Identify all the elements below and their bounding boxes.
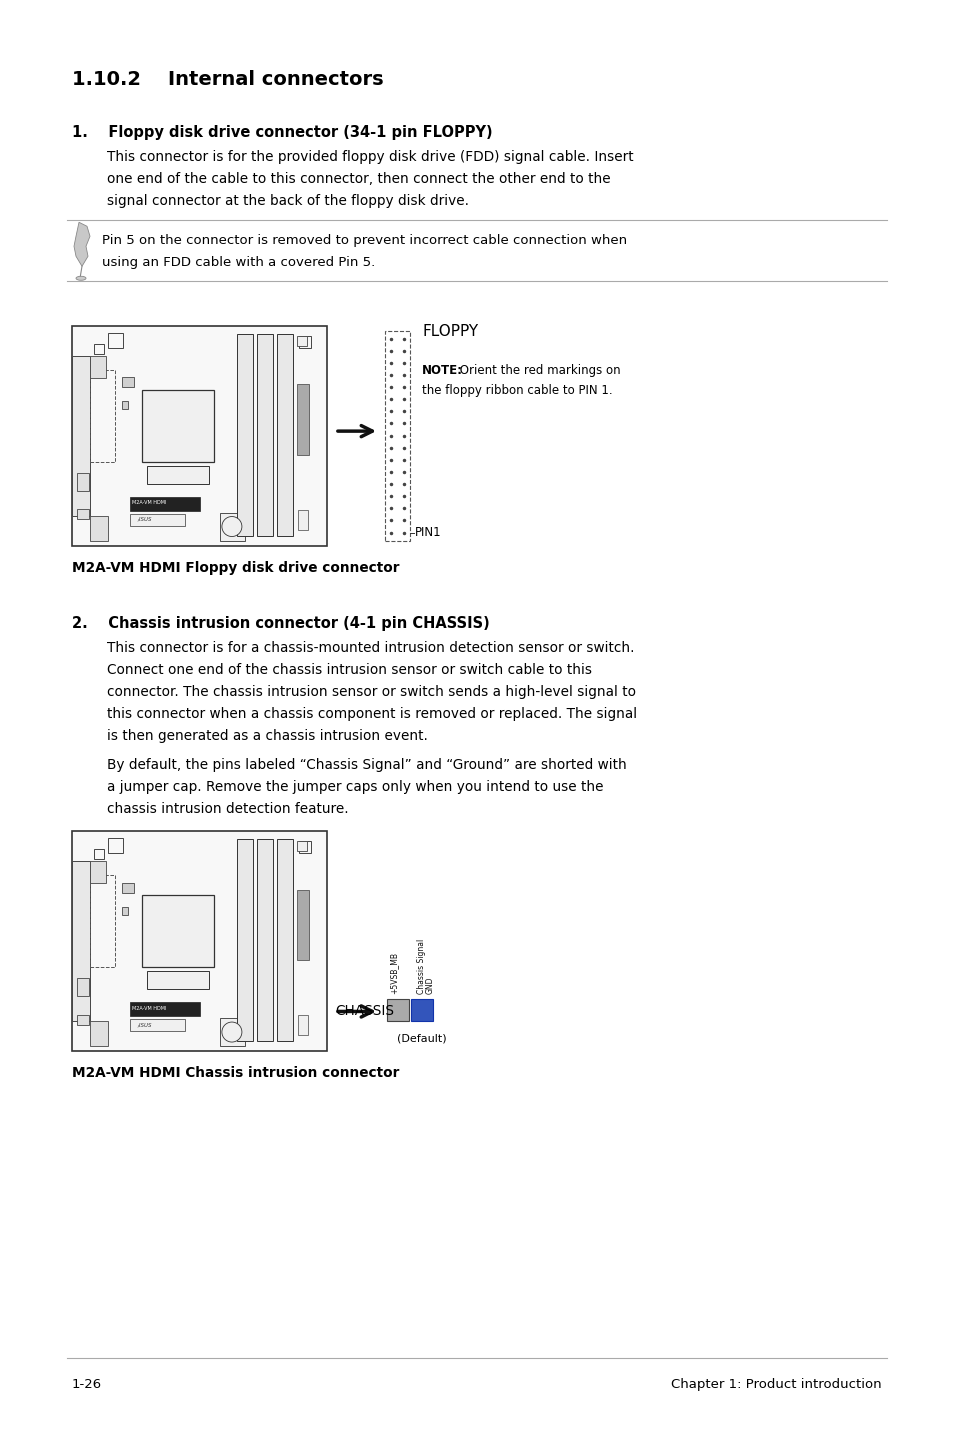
Bar [130,513,185,525]
Text: using an FDD cable with a covered Pin 5.: using an FDD cable with a covered Pin 5. [102,256,375,269]
Bar [130,1002,200,1017]
Text: signal connector at the back of the floppy disk drive.: signal connector at the back of the flop… [107,194,469,209]
Bar [411,999,433,1021]
Text: /ISUS: /ISUS [137,516,152,522]
Bar [236,838,253,1041]
Text: CHASSIS: CHASSIS [335,1005,394,1018]
Text: one end of the cable to this connector, then connect the other end to the: one end of the cable to this connector, … [107,173,610,186]
Bar [122,377,133,387]
Bar [90,370,115,462]
Ellipse shape [76,276,86,280]
Bar [387,999,409,1021]
Text: a jumper cap. Remove the jumper caps only when you intend to use the: a jumper cap. Remove the jumper caps onl… [107,781,603,794]
Bar [108,332,123,348]
Text: M2A-VM HDMI: M2A-VM HDMI [132,1005,167,1011]
Bar [296,384,309,454]
Bar [236,334,253,535]
Text: 2.    Chassis intrusion connector (4-1 pin CHASSIS): 2. Chassis intrusion connector (4-1 pin … [71,615,489,630]
Bar [142,390,213,462]
Text: M2A-VM HDMI Floppy disk drive connector: M2A-VM HDMI Floppy disk drive connector [71,561,399,575]
Bar [90,861,106,883]
Bar [147,466,209,485]
Bar [122,883,133,893]
Bar [130,1020,185,1031]
Bar [385,331,410,541]
Bar [220,512,245,541]
Text: Orient the red markings on: Orient the red markings on [456,364,620,377]
Bar [296,890,309,961]
Bar [276,334,293,535]
Circle shape [222,1022,242,1043]
Bar [77,473,89,490]
Bar [71,355,90,516]
Bar [147,972,209,989]
Bar [71,861,90,1021]
Bar [90,1021,108,1045]
Circle shape [222,516,242,536]
Text: connector. The chassis intrusion sensor or switch sends a high-level signal to: connector. The chassis intrusion sensor … [107,684,636,699]
Text: M2A-VM HDMI Chassis intrusion connector: M2A-VM HDMI Chassis intrusion connector [71,1066,399,1080]
Text: 1.    Floppy disk drive connector (34-1 pin FLOPPY): 1. Floppy disk drive connector (34-1 pin… [71,125,492,139]
Text: By default, the pins labeled “Chassis Signal” and “Ground” are shorted with: By default, the pins labeled “Chassis Si… [107,758,626,772]
Text: Connect one end of the chassis intrusion sensor or switch cable to this: Connect one end of the chassis intrusion… [107,663,592,677]
Bar [108,838,123,853]
Bar [297,509,308,529]
Bar [94,344,104,354]
Text: /ISUS: /ISUS [137,1022,152,1027]
Bar [298,841,311,853]
Text: PIN1: PIN1 [415,526,441,539]
Bar [77,1015,89,1025]
Bar [220,1018,245,1045]
Text: Chapter 1: Product introduction: Chapter 1: Product introduction [671,1378,882,1391]
Text: 1.10.2    Internal connectors: 1.10.2 Internal connectors [71,70,383,89]
Text: This connector is for the provided floppy disk drive (FDD) signal cable. Insert: This connector is for the provided flopp… [107,150,633,164]
Bar [122,401,128,410]
Bar [90,516,108,541]
Bar [122,906,128,915]
Text: chassis intrusion detection feature.: chassis intrusion detection feature. [107,802,348,817]
Text: FLOPPY: FLOPPY [421,324,477,338]
Bar [77,509,89,519]
Bar [298,335,311,348]
Text: is then generated as a chassis intrusion event.: is then generated as a chassis intrusion… [107,729,428,743]
Bar [90,355,106,378]
Text: Pin 5 on the connector is removed to prevent incorrect cable connection when: Pin 5 on the connector is removed to pre… [102,234,626,247]
Bar [71,831,327,1051]
Text: This connector is for a chassis-mounted intrusion detection sensor or switch.: This connector is for a chassis-mounted … [107,640,634,654]
Bar [276,838,293,1041]
Text: Chassis Signal: Chassis Signal [417,939,426,995]
Polygon shape [74,223,90,266]
Bar [71,325,327,545]
Text: NOTE:: NOTE: [421,364,462,377]
Bar [297,1015,308,1035]
Text: +5VSB_MB: +5VSB_MB [389,952,397,995]
Bar [77,978,89,997]
Bar [296,841,307,851]
Bar [256,334,273,535]
Text: GND: GND [425,976,434,995]
Bar [130,496,200,510]
Bar [94,848,104,858]
Text: the floppy ribbon cable to PIN 1.: the floppy ribbon cable to PIN 1. [421,384,612,397]
Text: (Default): (Default) [396,1034,446,1044]
Bar [256,838,273,1041]
Text: M2A-VM HDMI: M2A-VM HDMI [132,500,167,505]
Bar [90,876,115,968]
Bar [296,335,307,345]
Text: 1-26: 1-26 [71,1378,102,1391]
Bar [142,896,213,968]
Text: this connector when a chassis component is removed or replaced. The signal: this connector when a chassis component … [107,707,637,720]
